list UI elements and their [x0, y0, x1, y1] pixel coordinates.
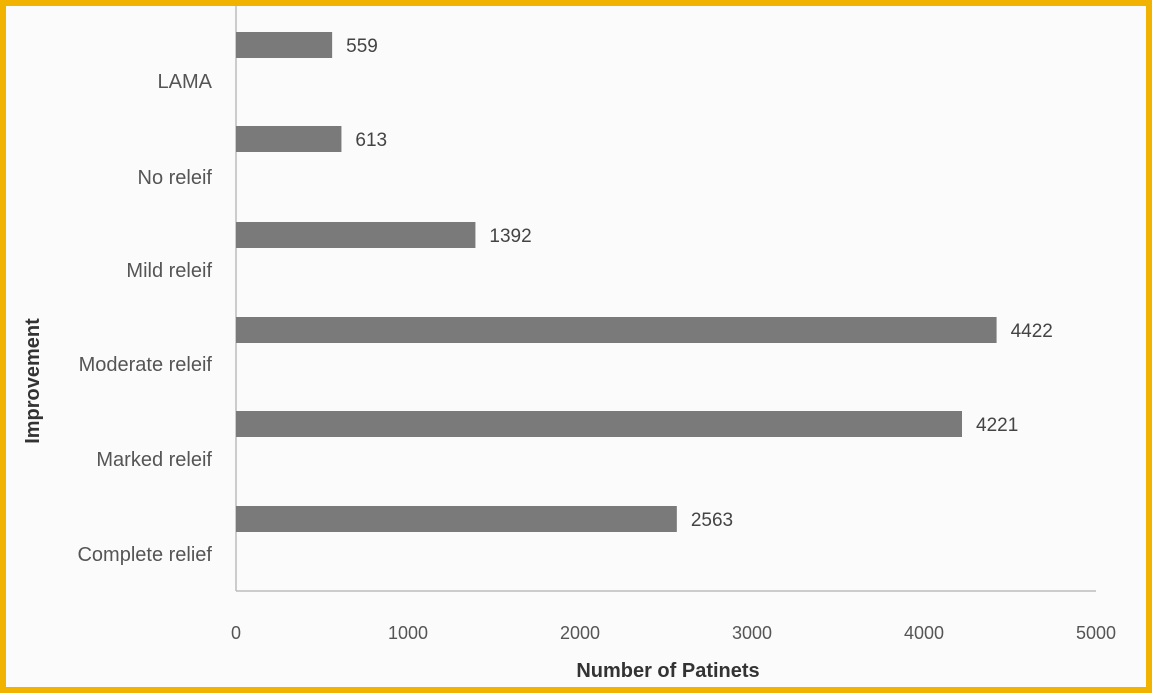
data-label-3: 4422	[1011, 321, 1053, 342]
x-tick-label-3: 3000	[732, 623, 772, 643]
bar-4	[236, 411, 963, 437]
bar-3	[236, 317, 997, 343]
category-label-5: Complete relief	[77, 544, 212, 566]
category-label-0: LAMA	[158, 71, 213, 93]
data-label-2: 1392	[489, 226, 531, 247]
bar-2	[236, 222, 476, 248]
bar-5	[236, 506, 677, 532]
x-tick-label-4: 4000	[904, 623, 944, 643]
data-label-5: 2563	[691, 510, 733, 531]
category-label-2: Mild releif	[126, 260, 212, 282]
bar-chart: LAMA No releif Mild releif Moderate releif M…	[22, 6, 1116, 682]
category-labels: LAMA No releif Mild releif Moderate releif M…	[77, 71, 212, 566]
x-tick-label-1: 1000	[388, 623, 428, 643]
x-axis-title: Number of Patinets	[576, 660, 759, 682]
bar-0	[236, 32, 333, 58]
data-label-1: 613	[355, 130, 387, 151]
data-label-0: 559	[346, 36, 378, 57]
x-tick-label-2: 2000	[560, 623, 600, 643]
bars-layer	[236, 32, 997, 532]
bar-1	[236, 126, 342, 152]
data-label-4: 4221	[976, 415, 1018, 436]
category-label-1: No releif	[138, 167, 213, 189]
y-axis-title: Improvement	[22, 318, 44, 444]
x-tick-labels: 0 1000 2000 3000 4000 5000	[231, 623, 1116, 643]
x-tick-label-0: 0	[231, 623, 241, 643]
category-label-3: Moderate releif	[79, 354, 213, 376]
value-labels: 559 613 1392 4422 4221 2563	[346, 36, 1053, 531]
x-tick-label-5: 5000	[1076, 623, 1116, 643]
category-label-4: Marked releif	[96, 449, 212, 471]
